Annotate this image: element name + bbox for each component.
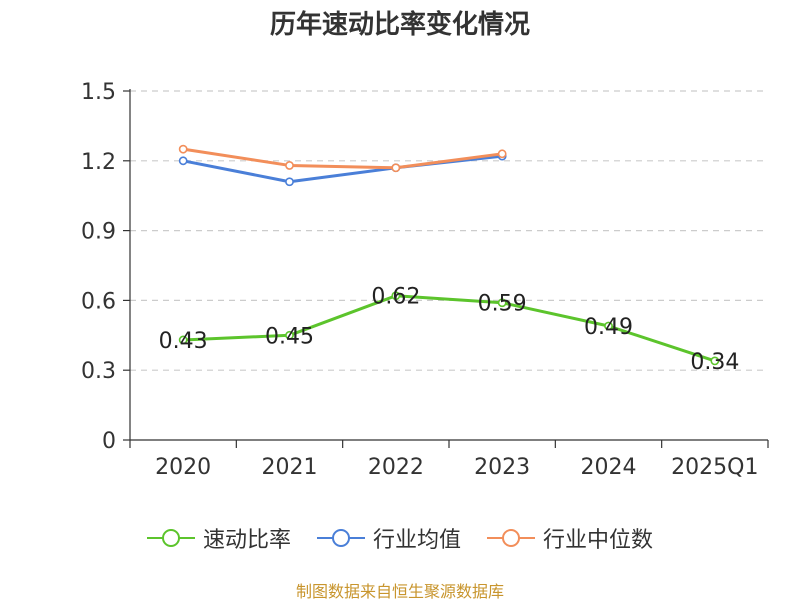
data-point: [285, 330, 294, 340]
source-note: 制图数据来自恒生聚源数据库: [295, 582, 504, 601]
data-label: 0.34: [690, 350, 739, 375]
legend-marker-quick-ratio: [146, 529, 195, 547]
data-point: [391, 291, 401, 301]
series-group: [178, 144, 720, 366]
axes: [129, 89, 768, 441]
y-tick-label: 0.6: [81, 289, 116, 314]
legend-label-industry-mean: 行业均值: [372, 528, 461, 553]
data-label: 0.45: [265, 324, 314, 349]
x-tick-label: 2023: [474, 455, 530, 480]
legend-item-quick-ratio[interactable]: 速动比率: [146, 522, 291, 554]
data-point: [178, 144, 188, 154]
data-point: [285, 161, 294, 170]
series-line: [182, 147, 503, 170]
grid-lines: [130, 90, 768, 371]
legend-item-industry-mean[interactable]: 行业均值: [316, 522, 461, 554]
data-point: [178, 335, 188, 345]
y-tick-label: 1.2: [81, 150, 116, 175]
data-labels: 0.43 0.45 0.62 0.59 0.49 0.34: [159, 285, 740, 375]
y-tick-label: 0.9: [81, 220, 116, 245]
legend: 速动比率 行业均值 行业中位数: [0, 518, 800, 558]
data-point: [497, 149, 507, 159]
legend-label-industry-median: 行业中位数: [543, 528, 654, 553]
x-tick-label: 2020: [155, 455, 211, 480]
data-point: [178, 156, 188, 166]
x-tick-label: 2024: [581, 455, 637, 480]
y-tick-label: 0.3: [81, 359, 116, 384]
data-point: [710, 356, 720, 366]
x-tick-label: 2022: [368, 455, 424, 480]
y-axis-ticks: 0 0.3 0.6 0.9 1.2 1.5: [81, 80, 130, 454]
chart-title: 历年速动比率变化情况: [269, 10, 530, 40]
data-label: 0.59: [478, 292, 527, 317]
x-axis-ticks: 2020 2021 2022 2023 2024 2025Q1: [129, 440, 769, 480]
data-label: 0.49: [584, 315, 633, 340]
data-point: [285, 177, 294, 187]
legend-label-quick-ratio: 速动比率: [202, 528, 291, 553]
x-tick-label: 2025Q1: [671, 455, 758, 480]
data-point: [391, 163, 401, 173]
y-tick-label: 1.5: [81, 80, 116, 105]
data-label: 0.43: [159, 329, 208, 354]
y-tick-label: 0: [102, 429, 116, 454]
legend-marker-industry-mean: [316, 529, 365, 547]
legend-item-industry-median[interactable]: 行业中位数: [487, 522, 653, 554]
data-point: [604, 321, 613, 331]
series-line: [183, 294, 716, 363]
data-label: 0.62: [371, 285, 420, 310]
x-tick-label: 2021: [262, 455, 318, 480]
data-point: [497, 298, 507, 308]
legend-marker-industry-median: [487, 529, 535, 547]
